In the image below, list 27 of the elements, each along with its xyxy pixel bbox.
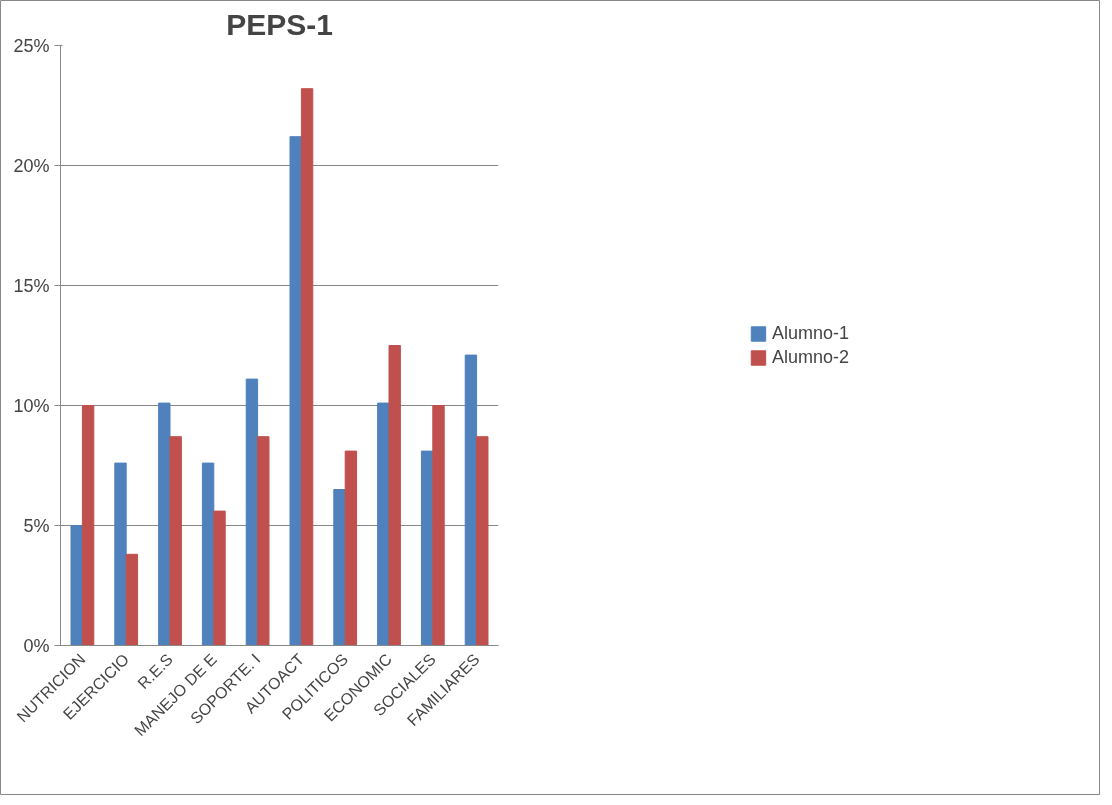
bar [333, 489, 346, 646]
bar [213, 510, 226, 646]
bar [169, 436, 182, 646]
bar [257, 436, 270, 646]
bar [114, 462, 127, 646]
bar [300, 88, 314, 646]
chart-title: PEPS-1 [226, 7, 333, 41]
bar [388, 345, 401, 646]
bar [344, 450, 358, 646]
y-tick-label: 10% [13, 395, 50, 416]
y-tick-label: 20% [13, 155, 50, 176]
bar [125, 553, 139, 646]
bar [81, 405, 95, 646]
bar [158, 402, 171, 646]
bar [70, 525, 83, 646]
y-tick-label: 0% [23, 635, 50, 656]
y-tick-label: 5% [23, 515, 50, 536]
legend-label: Alumno-2 [771, 346, 850, 368]
legend-label: Alumno-1 [771, 322, 850, 344]
y-tick-label: 15% [13, 275, 50, 296]
bar [201, 462, 215, 646]
bar [464, 354, 478, 646]
bar [476, 436, 489, 646]
bar [245, 378, 259, 646]
bar [432, 405, 445, 646]
bar [289, 136, 302, 646]
y-tick-label: 25% [13, 35, 50, 56]
